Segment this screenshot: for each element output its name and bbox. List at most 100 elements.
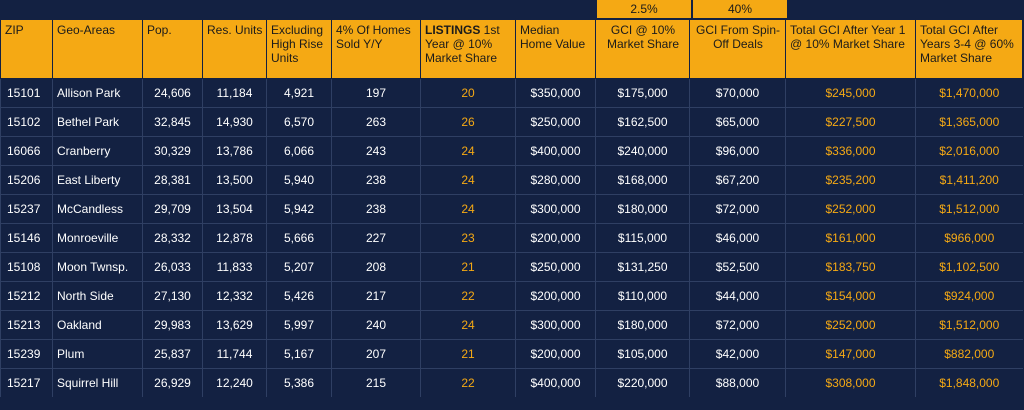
- population-cell: 24,606: [142, 78, 203, 108]
- total-year1-cell: $161,000: [785, 223, 916, 253]
- total-years34-cell: $1,411,200: [915, 165, 1023, 195]
- total-years34-cell: $1,848,000: [915, 368, 1023, 397]
- table-row: 15217 Squirrel Hill 26,929 12,240 5,386 215 22…: [0, 368, 1023, 397]
- gci-cell: $180,000: [595, 194, 690, 224]
- table-row: 16066 Cranberry 30,329 13,786 6,066 243 24 $400…: [0, 136, 1023, 166]
- geo-area-cell: Oakland: [52, 310, 143, 340]
- gci-percent-label: 2.5%: [597, 0, 691, 18]
- header-excluding-high-rise: Excluding High Rise Units: [266, 19, 332, 79]
- table-row: 15206 East Liberty 28,381 13,500 5,940 238 24 $…: [0, 165, 1023, 195]
- total-year1-cell: $235,200: [785, 165, 916, 195]
- geo-area-cell: Allison Park: [52, 78, 143, 108]
- listings-cell: 24: [420, 136, 516, 166]
- geo-area-cell: Monroeville: [52, 223, 143, 253]
- total-years34-cell: $882,000: [915, 339, 1023, 369]
- total-year1-cell: $252,000: [785, 310, 916, 340]
- population-cell: 25,837: [142, 339, 203, 369]
- header-population: Pop.: [142, 19, 203, 79]
- total-year1-cell: $336,000: [785, 136, 916, 166]
- header-total-year1: Total GCI After Year 1 @ 10% Market Shar…: [785, 19, 916, 79]
- header-median-value: Median Home Value: [515, 19, 596, 79]
- gci-cell: $175,000: [595, 78, 690, 108]
- table-row: 15237 McCandless 29,709 13,504 5,942 238 24 $30…: [0, 194, 1023, 224]
- homes-sold-cell: 240: [331, 310, 421, 340]
- total-year1-cell: $227,500: [785, 107, 916, 137]
- zip-cell: 15102: [0, 107, 53, 137]
- res-units-cell: 12,240: [202, 368, 267, 397]
- header-spinoff: GCI From Spin-Off Deals: [689, 19, 786, 79]
- zip-cell: 15101: [0, 78, 53, 108]
- median-value-cell: $400,000: [515, 368, 596, 397]
- total-year1-cell: $147,000: [785, 339, 916, 369]
- header-zip: ZIP: [0, 19, 53, 79]
- gci-cell: $180,000: [595, 310, 690, 340]
- spinoff-cell: $70,000: [689, 78, 786, 108]
- population-cell: 30,329: [142, 136, 203, 166]
- zip-cell: 15146: [0, 223, 53, 253]
- table-row: 15213 Oakland 29,983 13,629 5,997 240 24 $300,0…: [0, 310, 1023, 340]
- gci-cell: $240,000: [595, 136, 690, 166]
- listings-cell: 23: [420, 223, 516, 253]
- table-row: 15101 Allison Park 24,606 11,184 4,921 197 20 $…: [0, 78, 1023, 108]
- header-listings-bold: LISTINGS: [425, 23, 481, 37]
- zip-cell: 15212: [0, 281, 53, 311]
- res-units-cell: 11,744: [202, 339, 267, 369]
- res-units-cell: 13,786: [202, 136, 267, 166]
- homes-sold-cell: 238: [331, 165, 421, 195]
- homes-sold-cell: 208: [331, 252, 421, 282]
- gci-cell: $220,000: [595, 368, 690, 397]
- res-units-cell: 13,629: [202, 310, 267, 340]
- homes-sold-cell: 215: [331, 368, 421, 397]
- listings-cell: 21: [420, 339, 516, 369]
- percent-label-row: 2.5% 40%: [0, 0, 1024, 19]
- population-cell: 28,332: [142, 223, 203, 253]
- table-row: 15212 North Side 27,130 12,332 5,426 217 22 $20…: [0, 281, 1023, 311]
- homes-sold-cell: 207: [331, 339, 421, 369]
- spinoff-cell: $42,000: [689, 339, 786, 369]
- zip-cell: 15206: [0, 165, 53, 195]
- homes-sold-cell: 227: [331, 223, 421, 253]
- spinoff-cell: $65,000: [689, 107, 786, 137]
- total-year1-cell: $183,750: [785, 252, 916, 282]
- median-value-cell: $200,000: [515, 281, 596, 311]
- spinoff-cell: $72,000: [689, 310, 786, 340]
- median-value-cell: $250,000: [515, 107, 596, 137]
- excluding-high-rise-cell: 4,921: [266, 78, 332, 108]
- median-value-cell: $200,000: [515, 339, 596, 369]
- geo-area-cell: East Liberty: [52, 165, 143, 195]
- geo-area-cell: Cranberry: [52, 136, 143, 166]
- res-units-cell: 14,930: [202, 107, 267, 137]
- res-units-cell: 11,184: [202, 78, 267, 108]
- res-units-cell: 13,500: [202, 165, 267, 195]
- zip-cell: 15213: [0, 310, 53, 340]
- listings-cell: 24: [420, 194, 516, 224]
- total-year1-cell: $154,000: [785, 281, 916, 311]
- gci-cell: $131,250: [595, 252, 690, 282]
- homes-sold-cell: 263: [331, 107, 421, 137]
- gci-cell: $162,500: [595, 107, 690, 137]
- listings-cell: 21: [420, 252, 516, 282]
- header-res-units: Res. Units: [202, 19, 267, 79]
- population-cell: 29,709: [142, 194, 203, 224]
- header-row: ZIP Geo-Areas Pop. Res. Units Excluding …: [0, 19, 1023, 79]
- excluding-high-rise-cell: 5,666: [266, 223, 332, 253]
- spinoff-cell: $67,200: [689, 165, 786, 195]
- median-value-cell: $400,000: [515, 136, 596, 166]
- spinoff-cell: $46,000: [689, 223, 786, 253]
- population-cell: 29,983: [142, 310, 203, 340]
- listings-cell: 22: [420, 368, 516, 397]
- population-cell: 27,130: [142, 281, 203, 311]
- market-share-table: ZIP Geo-Areas Pop. Res. Units Excluding …: [0, 19, 1023, 397]
- total-year1-cell: $252,000: [785, 194, 916, 224]
- excluding-high-rise-cell: 5,167: [266, 339, 332, 369]
- spinoff-cell: $52,500: [689, 252, 786, 282]
- total-years34-cell: $1,512,000: [915, 194, 1023, 224]
- listings-cell: 20: [420, 78, 516, 108]
- geo-area-cell: Plum: [52, 339, 143, 369]
- population-cell: 28,381: [142, 165, 203, 195]
- gci-cell: $115,000: [595, 223, 690, 253]
- excluding-high-rise-cell: 6,066: [266, 136, 332, 166]
- header-total-years34: Total GCI After Years 3-4 @ 60% Market S…: [915, 19, 1023, 79]
- gci-cell: $105,000: [595, 339, 690, 369]
- geo-area-cell: Bethel Park: [52, 107, 143, 137]
